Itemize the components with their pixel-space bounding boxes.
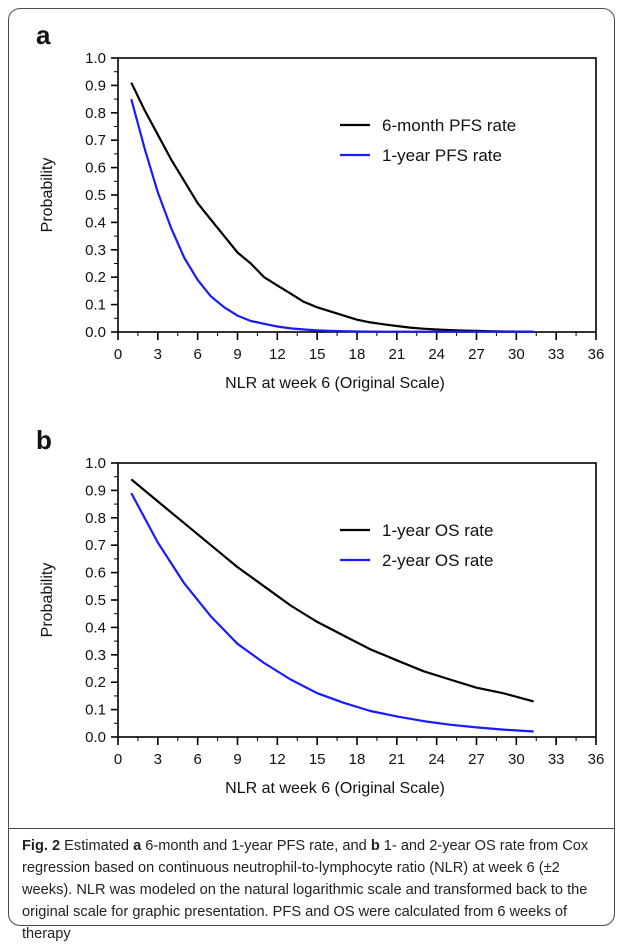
x-tick-label: 24	[428, 751, 445, 768]
caption-text-3: 1- and 2-year OS rate from Cox regressio…	[22, 838, 589, 942]
x-axis-title: NLR at week 6 (Original Scale)	[225, 780, 445, 797]
chart-panel-b: b0.00.10.20.30.40.50.60.70.80.91.00 3 6 9 12…	[36, 425, 605, 797]
caption-figure-label: Fig. 2	[22, 838, 61, 854]
y-tick-label: 0.9	[85, 482, 106, 499]
y-tick-label: 0.6	[85, 565, 106, 582]
y-tick-label: 0.0	[85, 729, 106, 746]
y-tick-label: 0.1	[85, 702, 106, 719]
x-tick-label: 12	[269, 346, 286, 363]
x-tick-label: 0	[114, 346, 122, 363]
y-tick-label: 0.6	[85, 160, 106, 177]
x-axis-title: NLR at week 6 (Original Scale)	[225, 375, 445, 392]
x-tick-label: 30	[508, 751, 525, 768]
x-tick-label: 21	[388, 346, 405, 363]
x-tick-label: 36	[588, 346, 605, 363]
y-tick-label: 0.3	[85, 242, 106, 259]
x-tick-label: 9	[233, 346, 241, 363]
caption-divider	[8, 828, 615, 829]
y-tick-label: 0.7	[85, 132, 106, 149]
caption-text-1: Estimated	[60, 838, 134, 854]
x-tick-label: 36	[588, 751, 605, 768]
x-tick-label: 3	[154, 751, 162, 768]
y-axis-title: Probability	[39, 563, 56, 638]
plot-frame	[117, 57, 597, 333]
x-tick-label: 15	[309, 751, 326, 768]
x-tick-label: 30	[508, 346, 525, 363]
legend-label-2: 1-year PFS rate	[382, 146, 502, 165]
x-tick-label: 18	[349, 751, 366, 768]
y-tick-label: 1.0	[85, 50, 106, 67]
x-tick-label: 33	[548, 346, 565, 363]
series-line-2	[130, 492, 534, 733]
y-axis-title: Probability	[39, 158, 56, 233]
y-tick-label: 0.2	[85, 269, 106, 286]
x-tick-label: 24	[428, 346, 445, 363]
y-tick-label: 0.9	[85, 77, 106, 94]
y-tick-label: 0.0	[85, 324, 106, 341]
x-tick-label: 6	[193, 346, 201, 363]
x-tick-label: 12	[269, 751, 286, 768]
panel-label: b	[36, 425, 52, 455]
figure-caption: Fig. 2 Estimated a 6-month and 1-year PF…	[22, 835, 607, 945]
plot-frame	[117, 462, 597, 738]
x-tick-label: 3	[154, 346, 162, 363]
x-tick-label: 21	[388, 751, 405, 768]
x-tick-label: 27	[468, 751, 485, 768]
y-tick-label: 0.2	[85, 674, 106, 691]
x-tick-label: 27	[468, 346, 485, 363]
legend-label-1: 6-month PFS rate	[382, 116, 516, 135]
y-tick-label: 1.0	[85, 455, 106, 472]
caption-text-2: 6-month and 1-year PFS rate, and	[141, 838, 371, 854]
y-tick-label: 0.3	[85, 647, 106, 664]
chart-panel-a: a0.00.10.20.30.40.50.60.70.80.91.00 3 6 9 12…	[36, 20, 605, 392]
x-tick-label: 33	[548, 751, 565, 768]
caption-letter-a: a	[133, 838, 142, 854]
x-tick-label: 0	[114, 751, 122, 768]
caption-letter-b: b	[370, 838, 380, 854]
legend-label-2: 2-year OS rate	[382, 551, 494, 570]
series-line-2	[130, 98, 534, 333]
y-tick-label: 0.5	[85, 187, 106, 204]
y-tick-label: 0.8	[85, 510, 106, 527]
y-tick-label: 0.1	[85, 297, 106, 314]
panel-label: a	[36, 20, 51, 50]
x-tick-label: 15	[309, 346, 326, 363]
figure-frame	[8, 8, 615, 926]
x-tick-label: 9	[233, 751, 241, 768]
y-tick-label: 0.4	[85, 214, 106, 231]
x-tick-label: 6	[193, 751, 201, 768]
y-tick-label: 0.4	[85, 619, 106, 636]
y-tick-label: 0.7	[85, 537, 106, 554]
y-tick-label: 0.5	[85, 592, 106, 609]
y-tick-label: 0.8	[85, 105, 106, 122]
legend-label-1: 1-year OS rate	[382, 521, 494, 540]
x-tick-label: 18	[349, 346, 366, 363]
series-line-1	[130, 478, 534, 703]
